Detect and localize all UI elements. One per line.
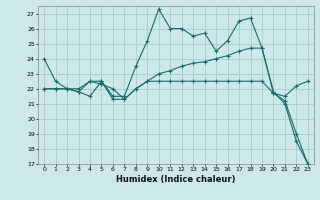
X-axis label: Humidex (Indice chaleur): Humidex (Indice chaleur)	[116, 175, 236, 184]
